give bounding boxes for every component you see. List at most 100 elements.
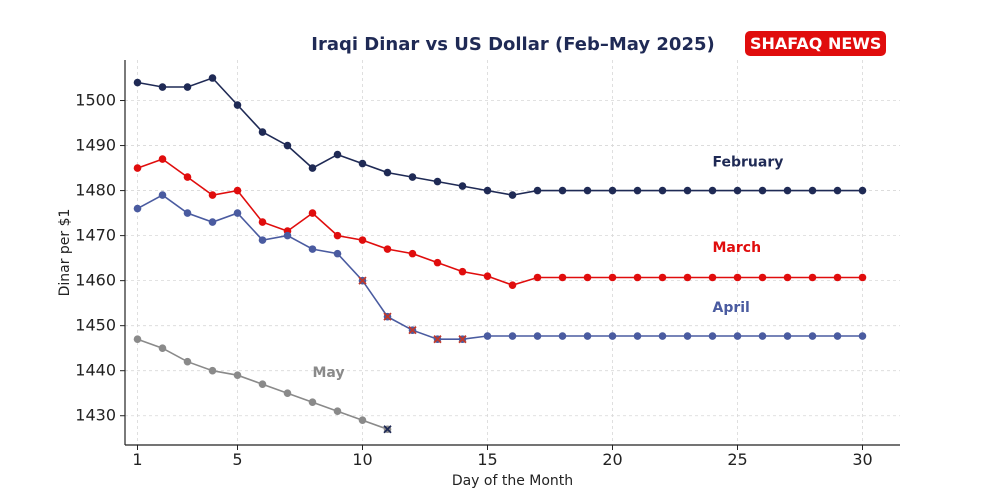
- february-data-point: [858, 186, 867, 195]
- march-data-point: [133, 164, 142, 172]
- april-data-point: [833, 332, 842, 340]
- february-data-point: [308, 164, 317, 172]
- x-tick-label: 20: [602, 450, 622, 469]
- april-data-point: [533, 332, 542, 340]
- february-data-point: [158, 83, 167, 91]
- march-data-point: [683, 273, 692, 282]
- march-series-label: March: [713, 240, 762, 256]
- march-data-point: [833, 273, 842, 282]
- x-tick-label: 25: [727, 450, 747, 469]
- march-data-point: [158, 155, 167, 163]
- march-data-point: [208, 191, 217, 199]
- april-data-point: [158, 191, 167, 199]
- march-series-line: [137, 158, 863, 286]
- march-data-point: [658, 273, 667, 282]
- march-data-point: [308, 209, 317, 217]
- y-tick-label: 1480: [75, 181, 116, 200]
- march-data-point: [758, 273, 767, 282]
- february-data-point: [233, 101, 242, 109]
- march-data-point: [633, 273, 642, 282]
- april-x-marker: [383, 312, 392, 321]
- april-series-label: April: [713, 300, 750, 316]
- may-data-point: [333, 407, 342, 416]
- february-data-point: [633, 186, 642, 195]
- march-data-point: [583, 273, 592, 282]
- february-data-point: [383, 168, 392, 177]
- february-data-point: [133, 78, 142, 87]
- x-tick-label: 5: [232, 450, 242, 469]
- may-x-marker: [383, 425, 392, 434]
- may-data-point: [233, 371, 242, 380]
- february-data-point: [183, 83, 192, 91]
- march-data-point: [183, 173, 192, 181]
- march-data-point: [358, 236, 367, 244]
- april-data-point: [258, 236, 267, 244]
- february-data-point: [258, 128, 267, 136]
- february-data-point: [358, 159, 367, 168]
- may-data-point: [208, 366, 217, 375]
- february-data-point: [583, 186, 592, 195]
- april-data-point: [183, 209, 192, 217]
- february-data-point: [508, 191, 517, 199]
- march-data-point: [733, 273, 742, 282]
- may-data-point: [283, 389, 292, 398]
- february-data-point: [783, 186, 792, 195]
- april-data-point: [583, 332, 592, 340]
- february-data-point: [433, 177, 442, 186]
- april-data-point: [133, 204, 142, 213]
- april-data-point: [708, 332, 717, 340]
- y-axis-label: Dinar per $1: [57, 209, 73, 297]
- february-data-point: [408, 173, 417, 181]
- y-tick-label: 1450: [75, 316, 116, 335]
- march-data-point: [708, 273, 717, 282]
- y-tick-label: 1490: [75, 136, 116, 155]
- march-data-point: [858, 273, 867, 282]
- april-data-point: [558, 332, 567, 340]
- march-data-point: [383, 245, 392, 253]
- february-data-point: [333, 150, 342, 159]
- february-data-point: [658, 186, 667, 195]
- february-series-line: [137, 77, 863, 196]
- march-data-point: [333, 231, 342, 240]
- brand-badge: SHAFAQ NEWS: [745, 31, 887, 56]
- march-data-point: [233, 186, 242, 195]
- x-tick-label: 1: [132, 450, 142, 469]
- april-data-point: [608, 332, 617, 340]
- february-data-point: [708, 186, 717, 195]
- april-data-point: [858, 332, 867, 340]
- february-data-point: [208, 74, 217, 82]
- march-data-point: [458, 267, 467, 276]
- february-data-point: [808, 186, 817, 195]
- april-series-line: [137, 194, 863, 341]
- february-data-point: [533, 186, 542, 195]
- april-data-point: [483, 332, 492, 340]
- y-tick-label: 1460: [75, 271, 116, 290]
- x-tick-label: 10: [352, 450, 372, 469]
- april-data-point: [783, 332, 792, 340]
- march-data-point: [558, 273, 567, 282]
- april-data-point: [333, 249, 342, 258]
- x-axis-label: Day of the Month: [452, 473, 573, 489]
- april-data-point: [633, 332, 642, 340]
- april-x-marker: [358, 276, 367, 285]
- march-data-point: [533, 273, 542, 282]
- x-tick-label: 15: [477, 450, 497, 469]
- march-data-point: [408, 249, 417, 258]
- may-data-point: [258, 380, 267, 389]
- march-data-point: [258, 218, 267, 226]
- april-data-point: [233, 209, 242, 217]
- march-data-point: [783, 273, 792, 282]
- may-data-point: [183, 357, 192, 366]
- y-tick-label: 1500: [75, 91, 116, 110]
- march-data-point: [808, 273, 817, 282]
- y-tick-label: 1470: [75, 226, 116, 245]
- february-data-point: [683, 186, 692, 195]
- february-data-point: [733, 186, 742, 195]
- april-data-point: [683, 332, 692, 340]
- april-data-point: [508, 332, 517, 340]
- y-tick-label: 1440: [75, 361, 116, 380]
- x-tick-label: 30: [852, 450, 872, 469]
- april-data-point: [283, 231, 292, 240]
- february-data-point: [283, 141, 292, 150]
